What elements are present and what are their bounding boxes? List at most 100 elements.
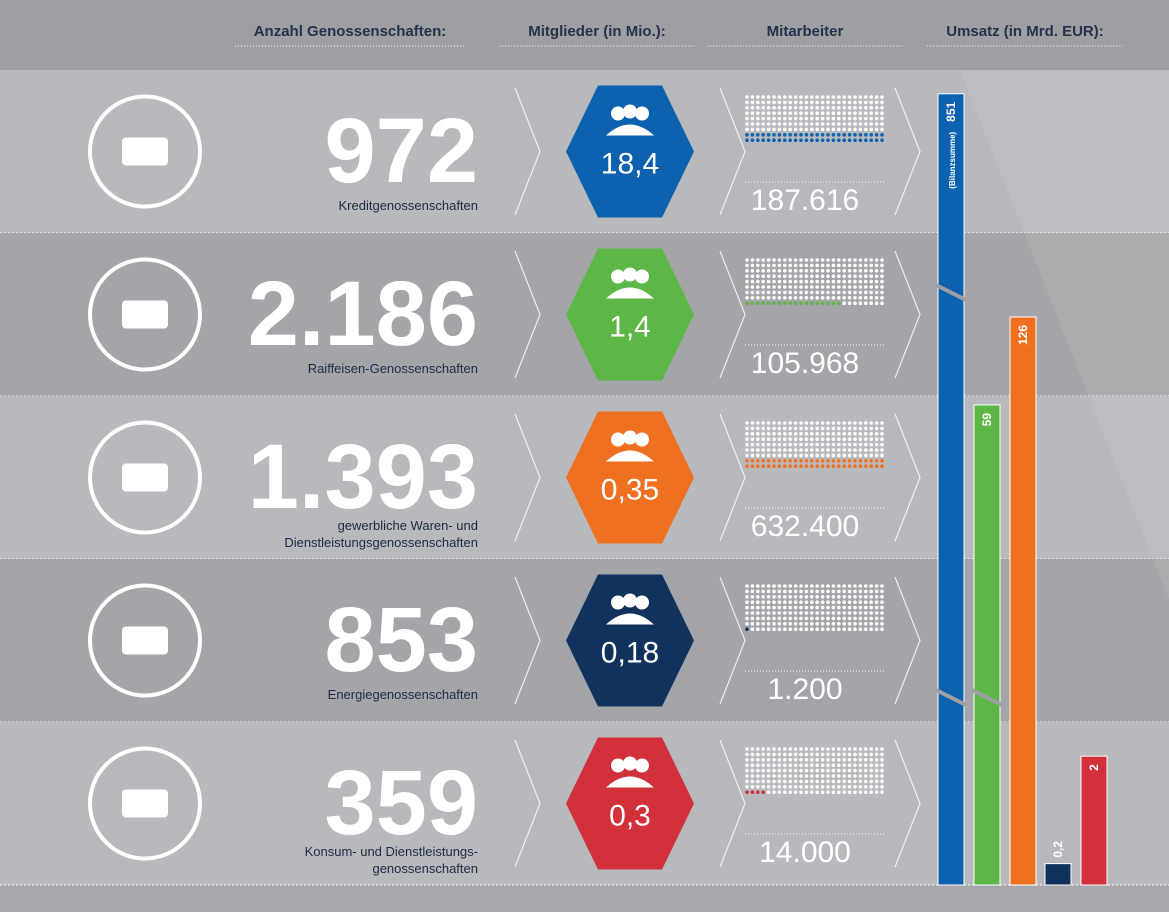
employee-dot bbox=[772, 285, 776, 289]
employee-dot bbox=[772, 127, 776, 132]
employee-dot bbox=[772, 133, 776, 137]
employee-dot bbox=[869, 106, 873, 110]
employee-dot bbox=[874, 95, 879, 99]
employee-dot bbox=[820, 774, 825, 778]
employee-dot bbox=[837, 747, 841, 751]
employee-dot bbox=[772, 426, 776, 431]
employee-dot bbox=[750, 747, 755, 751]
employee-dot bbox=[874, 421, 879, 425]
employee-dot bbox=[820, 269, 825, 273]
employee-dot bbox=[880, 589, 884, 594]
employee-dot bbox=[858, 426, 863, 431]
employee-dot bbox=[783, 127, 787, 132]
employee-dot bbox=[880, 290, 884, 295]
employee-dot bbox=[837, 600, 841, 604]
employee-dot bbox=[793, 589, 798, 594]
employee-dot bbox=[815, 269, 819, 273]
employee-dot bbox=[815, 600, 819, 604]
employee-dot bbox=[793, 285, 798, 289]
employee-dot bbox=[750, 453, 755, 458]
employee-dot bbox=[869, 296, 873, 300]
employee-dot bbox=[847, 600, 852, 604]
chevron bbox=[514, 739, 541, 868]
employee-dot bbox=[874, 290, 879, 295]
employee-dot bbox=[799, 437, 803, 442]
employee-dot bbox=[783, 437, 787, 442]
employee-dot bbox=[783, 595, 787, 599]
employee-dot bbox=[837, 290, 841, 295]
employee-dot bbox=[793, 269, 798, 273]
employee-dot bbox=[783, 611, 787, 615]
employee-dot bbox=[853, 600, 857, 604]
employee-dot bbox=[874, 301, 879, 306]
employee-dot bbox=[772, 589, 776, 594]
employee-dot bbox=[842, 138, 846, 142]
category-icon bbox=[88, 583, 202, 698]
employee-dot bbox=[810, 453, 814, 458]
employees-value: 105.968 bbox=[751, 347, 859, 380]
employee-dot bbox=[788, 790, 792, 794]
employee-dot bbox=[847, 274, 852, 279]
employee-dot bbox=[793, 111, 798, 115]
employee-dot bbox=[799, 785, 803, 789]
employee-dot bbox=[810, 432, 814, 436]
people-icon bbox=[606, 613, 654, 625]
employee-dot bbox=[766, 127, 771, 132]
employee-dot bbox=[874, 442, 879, 447]
employee-dot bbox=[804, 138, 809, 142]
employee-dot bbox=[750, 448, 755, 452]
employee-dot bbox=[783, 301, 787, 306]
employee-dot bbox=[847, 138, 852, 142]
turnover-bar bbox=[1009, 316, 1037, 886]
employee-dot bbox=[756, 785, 760, 789]
employee-dot bbox=[837, 768, 841, 773]
employee-dot bbox=[837, 111, 841, 115]
employee-dot bbox=[826, 616, 830, 621]
turnover-bar bbox=[973, 404, 1001, 886]
employee-dot bbox=[750, 106, 755, 110]
employee-dot bbox=[815, 758, 819, 762]
employee-dot bbox=[756, 116, 760, 121]
employee-dot bbox=[858, 584, 863, 588]
employee-dot bbox=[750, 111, 755, 115]
employee-dot bbox=[777, 459, 782, 463]
chevron bbox=[894, 739, 921, 868]
employee-dot bbox=[777, 274, 782, 279]
employee-dot bbox=[820, 274, 825, 279]
employee-dot bbox=[831, 263, 836, 268]
employee-dot bbox=[858, 763, 863, 767]
employee-dot bbox=[804, 752, 809, 757]
employee-dot bbox=[864, 127, 868, 132]
employee-dot bbox=[858, 269, 863, 273]
employee-dot bbox=[837, 459, 841, 463]
employee-dot bbox=[750, 258, 755, 262]
employee-dot bbox=[853, 448, 857, 452]
employee-dot bbox=[783, 453, 787, 458]
employee-dot bbox=[756, 595, 760, 599]
employee-dot bbox=[869, 747, 873, 751]
employee-dot bbox=[837, 421, 841, 425]
employee-dot bbox=[815, 100, 819, 105]
employee-dot bbox=[858, 116, 863, 121]
icon-glyph bbox=[122, 137, 168, 166]
employee-dot bbox=[853, 263, 857, 268]
employee-dot bbox=[810, 122, 814, 126]
employee-dot bbox=[783, 133, 787, 137]
employee-dot bbox=[804, 274, 809, 279]
employee-dot bbox=[756, 122, 760, 126]
employee-dot bbox=[793, 747, 798, 751]
employee-dot bbox=[820, 285, 825, 289]
employee-dot bbox=[772, 258, 776, 262]
employee-dot bbox=[831, 279, 836, 284]
employee-dot bbox=[799, 758, 803, 762]
employee-dot bbox=[858, 453, 863, 458]
employee-dot bbox=[847, 790, 852, 794]
employee-dot bbox=[745, 785, 749, 789]
employee-dot bbox=[815, 779, 819, 784]
employee-dot bbox=[761, 589, 765, 594]
chevron bbox=[894, 576, 921, 705]
people-icon bbox=[623, 756, 637, 771]
employee-dot bbox=[772, 616, 776, 621]
employee-dot bbox=[761, 426, 765, 431]
employee-dot bbox=[804, 448, 809, 452]
